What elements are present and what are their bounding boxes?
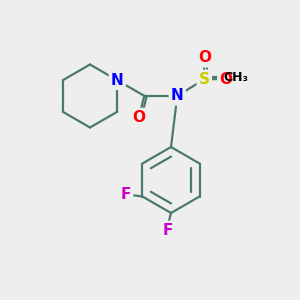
Text: N: N [171, 88, 184, 103]
Text: F: F [162, 223, 172, 238]
Text: F: F [121, 187, 131, 202]
Text: O: O [219, 72, 232, 87]
Text: S: S [199, 72, 210, 87]
Text: CH₃: CH₃ [223, 71, 248, 84]
Text: O: O [198, 50, 211, 65]
Text: O: O [132, 110, 146, 125]
Text: N: N [111, 73, 124, 88]
